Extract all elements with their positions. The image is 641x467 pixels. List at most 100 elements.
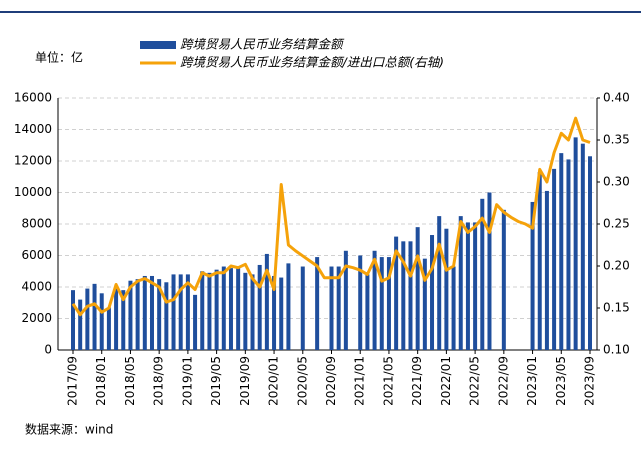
y-tick-label: 8000 bbox=[21, 217, 52, 231]
bar bbox=[379, 257, 384, 350]
x-tick-label: 2020/05 bbox=[295, 356, 309, 406]
x-tick-label: 2021/01 bbox=[353, 356, 367, 406]
bar bbox=[286, 263, 291, 350]
y-tick-label: 12000 bbox=[14, 154, 52, 168]
bar bbox=[236, 266, 241, 350]
bar bbox=[415, 227, 420, 350]
bar bbox=[552, 168, 557, 350]
bar bbox=[106, 307, 111, 350]
y-tick-label: 14000 bbox=[14, 122, 52, 136]
bar bbox=[573, 137, 578, 350]
x-tick-label: 2019/05 bbox=[209, 356, 223, 406]
bar bbox=[588, 156, 592, 350]
bar bbox=[365, 274, 370, 350]
bar bbox=[214, 269, 219, 350]
x-tick-label: 2018/09 bbox=[152, 356, 166, 406]
source: 数据来源：wind bbox=[25, 422, 113, 437]
y2-tick-label: 0.30 bbox=[603, 175, 630, 189]
bar bbox=[315, 257, 320, 350]
line bbox=[71, 116, 591, 317]
bar bbox=[566, 159, 571, 350]
x-tick-label: 2022/01 bbox=[439, 356, 453, 406]
bar bbox=[487, 192, 492, 350]
bar bbox=[437, 216, 442, 350]
bar bbox=[85, 288, 90, 350]
x-tick-label: 2022/09 bbox=[496, 356, 510, 406]
bar bbox=[99, 293, 104, 350]
y-tick-label: 0 bbox=[44, 343, 52, 357]
bar bbox=[544, 190, 549, 350]
x-tick-label: 2019/09 bbox=[238, 356, 252, 406]
x-tick-label: 2021/09 bbox=[410, 356, 424, 406]
legend-swatch bbox=[140, 41, 176, 49]
bar bbox=[257, 264, 262, 350]
bar bbox=[401, 241, 406, 350]
x-tick-label: 2017/09 bbox=[66, 356, 80, 406]
bar bbox=[228, 268, 233, 350]
bar bbox=[71, 290, 75, 350]
bar bbox=[185, 274, 190, 350]
x-tick-label: 2023/05 bbox=[554, 356, 568, 406]
bar bbox=[92, 283, 97, 350]
x-tick-label: 2018/01 bbox=[94, 356, 108, 406]
bar bbox=[559, 153, 564, 350]
x-tick-label: 2020/09 bbox=[324, 356, 338, 406]
bar bbox=[451, 266, 456, 350]
bar bbox=[128, 280, 133, 350]
bar bbox=[250, 274, 255, 350]
legend-label: 跨境贸易人民币业务结算金额 bbox=[180, 37, 345, 52]
bar bbox=[422, 258, 427, 350]
bar bbox=[264, 253, 269, 350]
bar bbox=[537, 172, 542, 350]
bar bbox=[121, 290, 126, 350]
bar bbox=[336, 266, 341, 350]
y-tick-label: 6000 bbox=[21, 248, 52, 262]
bar bbox=[580, 143, 585, 350]
bar bbox=[200, 271, 205, 350]
y2-tick-label: 0.20 bbox=[603, 259, 630, 273]
y-tick-label: 2000 bbox=[21, 311, 52, 325]
bar bbox=[78, 299, 83, 350]
bar bbox=[178, 274, 183, 350]
bar bbox=[444, 228, 449, 350]
bar bbox=[386, 257, 391, 350]
bar bbox=[358, 255, 363, 350]
bar bbox=[243, 272, 248, 350]
bar bbox=[164, 282, 169, 350]
bar bbox=[394, 236, 399, 350]
bar bbox=[530, 201, 535, 350]
x-tick-label: 2023/09 bbox=[583, 356, 597, 406]
bar bbox=[114, 288, 119, 350]
bar bbox=[458, 216, 463, 350]
x-tick-label: 2019/01 bbox=[180, 356, 194, 406]
y2-tick-label: 0.10 bbox=[603, 343, 630, 357]
bar bbox=[343, 250, 348, 350]
y2-tick-label: 0.25 bbox=[603, 217, 630, 231]
y-tick-label: 16000 bbox=[14, 91, 52, 105]
y2-tick-label: 0.40 bbox=[603, 91, 630, 105]
bar bbox=[501, 209, 506, 350]
unit-label: 单位：亿 bbox=[35, 50, 83, 65]
bar bbox=[329, 266, 334, 350]
bar bbox=[300, 266, 305, 350]
bar bbox=[135, 279, 140, 350]
x-tick-label: 2020/01 bbox=[267, 356, 281, 406]
bar bbox=[408, 241, 413, 350]
bar bbox=[480, 198, 485, 350]
bar bbox=[465, 222, 470, 350]
x-tick-label: 2018/05 bbox=[123, 356, 137, 406]
bar bbox=[142, 275, 147, 350]
bar bbox=[171, 274, 176, 350]
y2-tick-label: 0.35 bbox=[603, 133, 630, 147]
x-tick-label: 2021/05 bbox=[381, 356, 395, 406]
x-tick-label: 2023/01 bbox=[525, 356, 539, 406]
legend-label: 跨境贸易人民币业务结算金额/进出口总额(右轴) bbox=[180, 55, 444, 70]
y-tick-label: 4000 bbox=[21, 280, 52, 294]
y-tick-label: 10000 bbox=[14, 185, 52, 199]
x-tick-label: 2022/05 bbox=[468, 356, 482, 406]
bar bbox=[193, 294, 198, 350]
y2-tick-label: 0.15 bbox=[603, 301, 630, 315]
bar bbox=[272, 275, 277, 350]
